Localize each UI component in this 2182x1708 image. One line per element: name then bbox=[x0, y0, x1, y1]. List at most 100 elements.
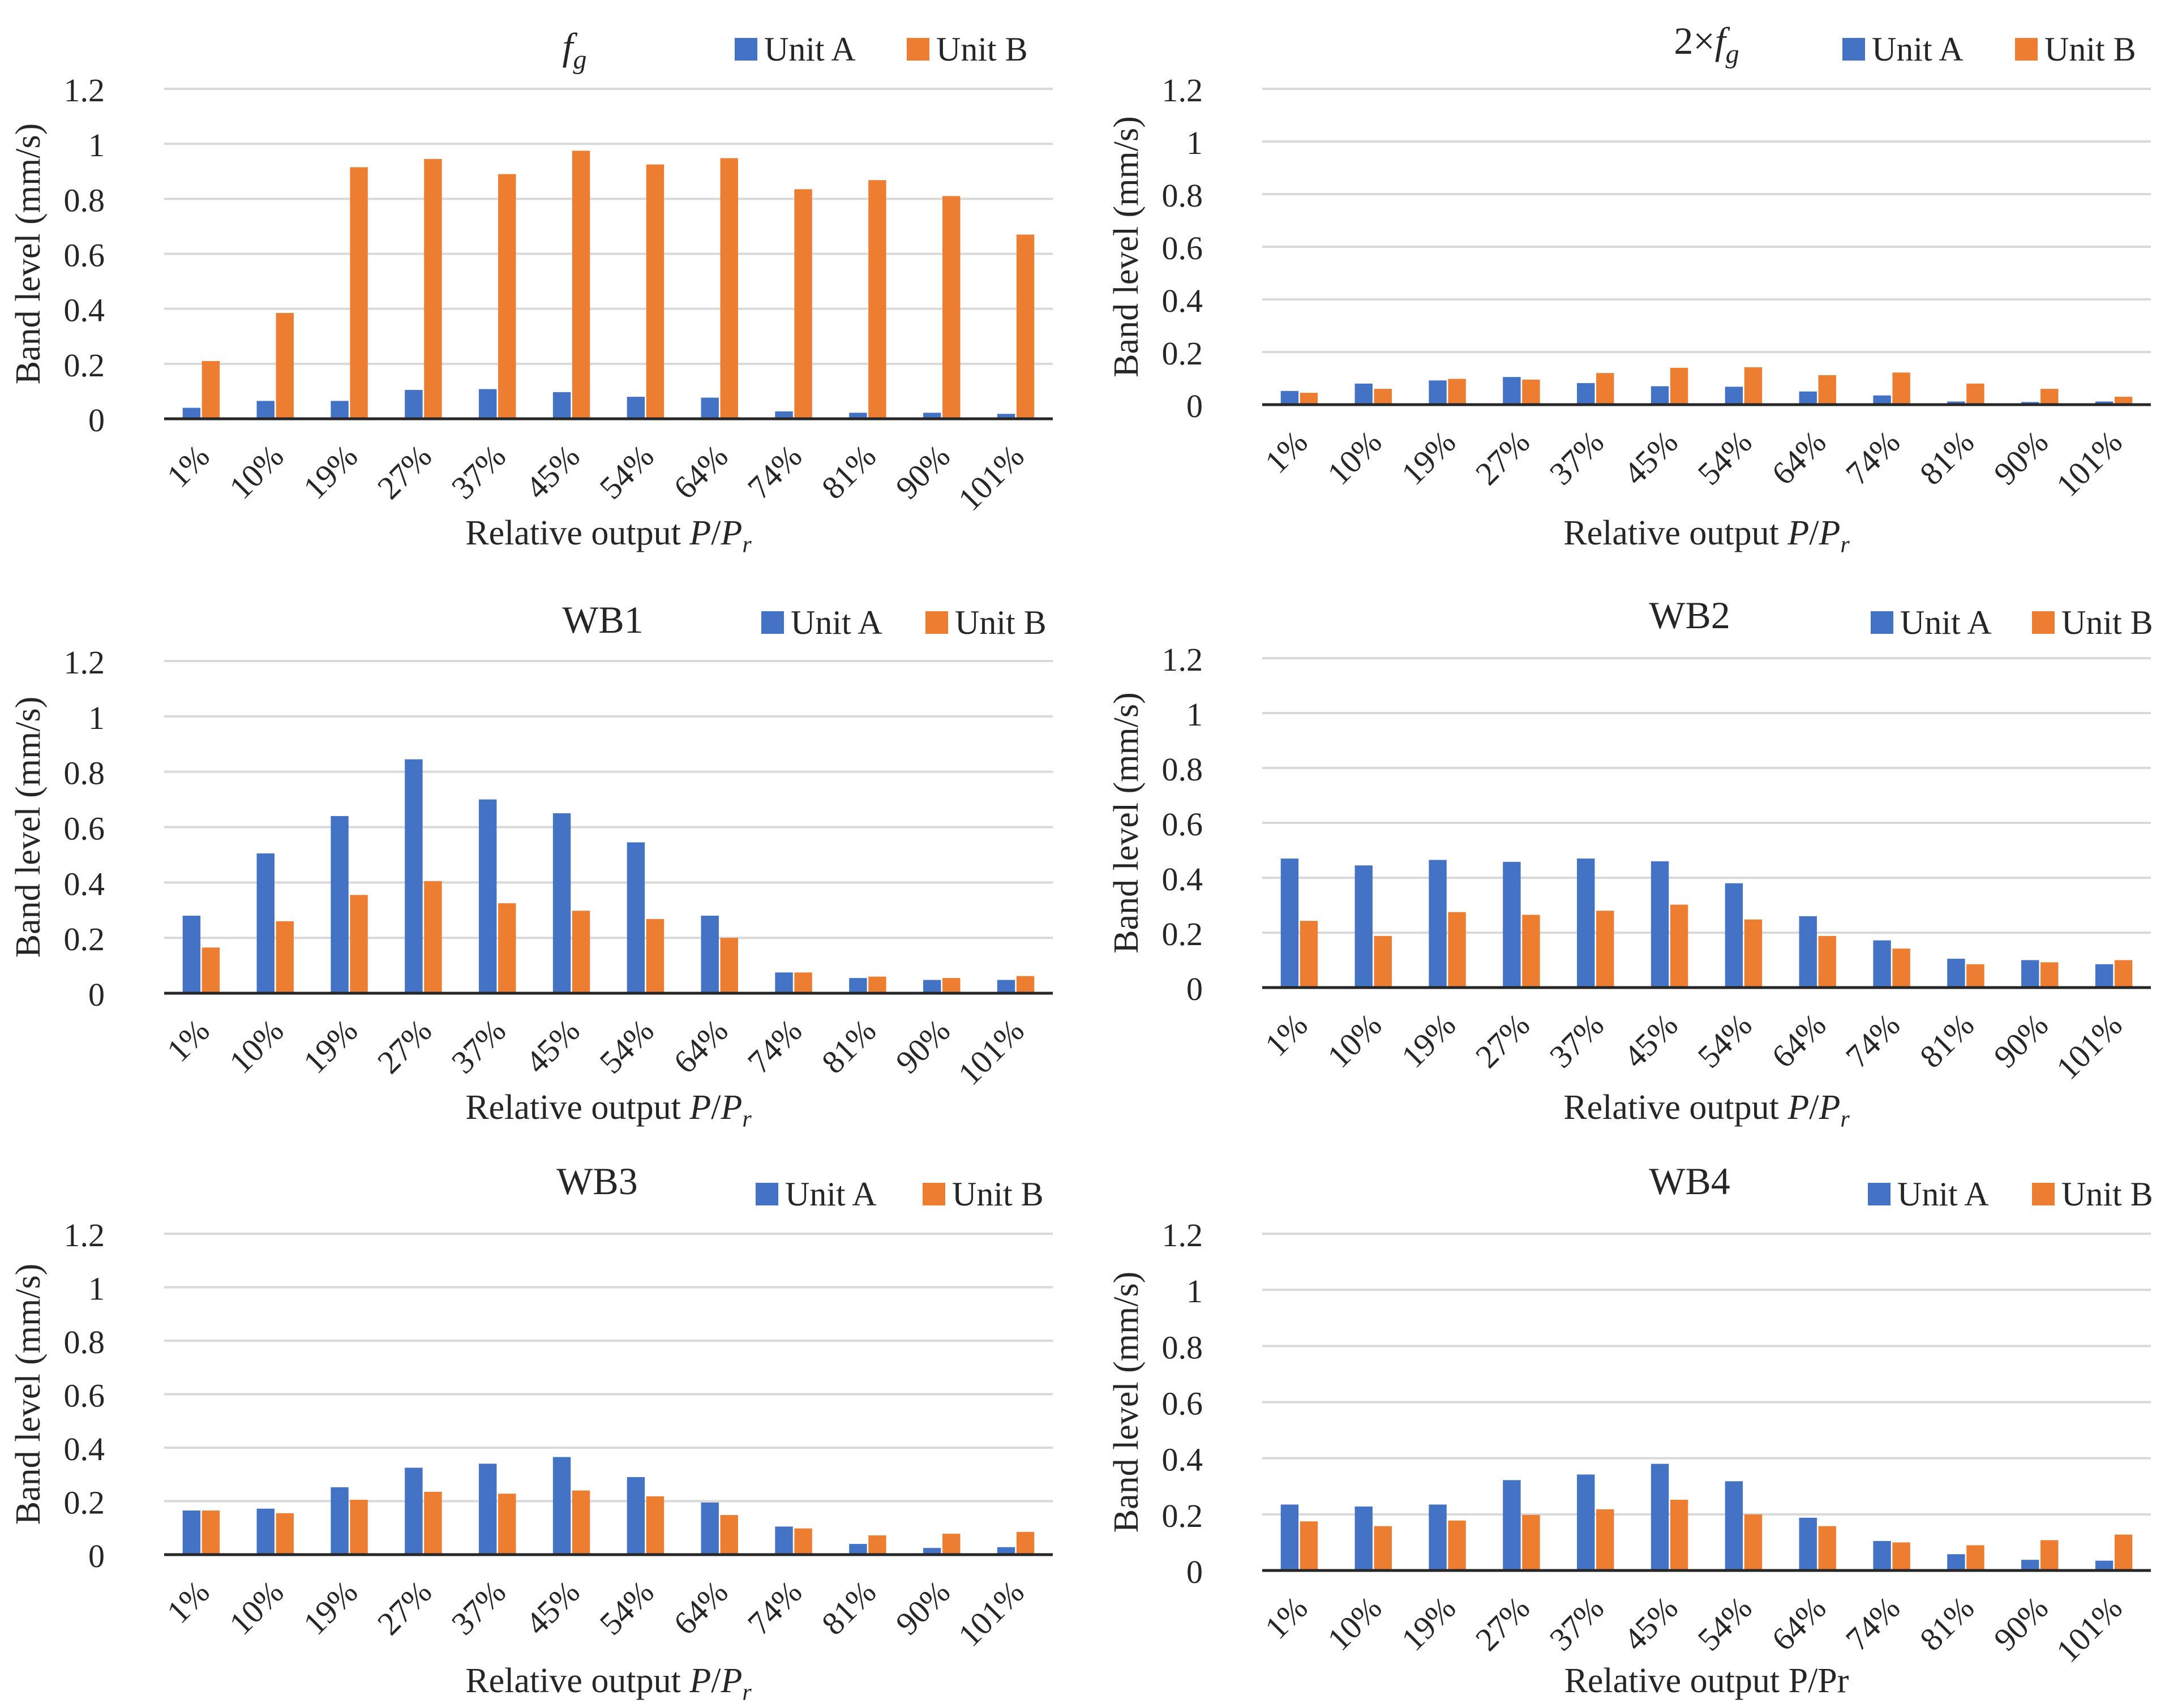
y-tick-label: 0.6 bbox=[64, 237, 105, 274]
legend: Unit A Unit B bbox=[761, 604, 1047, 641]
y-tick-label: 1.2 bbox=[64, 644, 105, 681]
bar-unit-b-81pct bbox=[1966, 383, 1984, 405]
bar-unit-b-27pct bbox=[424, 881, 442, 993]
y-tick-label: 0.2 bbox=[64, 921, 105, 958]
bar-unit-a-101pct bbox=[997, 414, 1015, 419]
y-tick-label: 0.8 bbox=[1162, 1329, 1203, 1366]
y-axis-label: Band level (mm/s) bbox=[9, 123, 48, 384]
legend-swatch-unit-a bbox=[756, 1183, 778, 1205]
x-tick-label: 27% bbox=[1468, 1589, 1537, 1658]
x-tick-label: 10% bbox=[222, 1012, 290, 1080]
x-axis-label: Relative output P/Pr bbox=[1564, 1662, 1849, 1700]
x-tick-label: 64% bbox=[1764, 1589, 1833, 1658]
bar-unit-b-54pct bbox=[646, 164, 665, 419]
y-tick-label: 0.4 bbox=[1162, 1441, 1203, 1478]
y-tick-label: 0.8 bbox=[64, 755, 105, 792]
bar-unit-a-19pct bbox=[331, 1487, 349, 1555]
y-axis-label: Band level (mm/s) bbox=[1107, 116, 1146, 377]
x-axis-label: Relative output P/Pr bbox=[1563, 1088, 1850, 1132]
chart-panel-2: 0 0.2 0.4 0.6 0.8 1 1.2 1% 10% 19% 27% 37% 45% 54% 64%… bbox=[1107, 19, 2151, 558]
bar-unit-a-74pct bbox=[775, 411, 793, 419]
bar-unit-b-74pct bbox=[794, 972, 812, 993]
bar-unit-b-81pct bbox=[868, 1535, 886, 1555]
bar-unit-b-10pct bbox=[1374, 389, 1392, 405]
chart-title: fg bbox=[563, 25, 587, 75]
bar-unit-a-10pct bbox=[256, 401, 275, 419]
legend-label-unit-a: Unit A bbox=[1900, 604, 1992, 641]
legend-swatch-unit-a bbox=[1871, 611, 1893, 634]
y-tick-label: 0.8 bbox=[64, 182, 105, 218]
y-tick-label: 1 bbox=[88, 699, 105, 736]
legend-swatch-unit-a bbox=[1868, 1183, 1891, 1205]
bar-unit-b-81pct bbox=[1966, 964, 1984, 988]
bar-unit-a-64pct bbox=[701, 397, 719, 419]
bar-unit-a-101pct bbox=[997, 1547, 1015, 1555]
chart-title: WB3 bbox=[556, 1160, 638, 1203]
bar-unit-a-101pct bbox=[2095, 964, 2114, 988]
legend-swatch-unit-b bbox=[2032, 1183, 2055, 1205]
y-tick-label: 0.4 bbox=[64, 865, 105, 902]
bar-unit-b-27pct bbox=[424, 158, 442, 419]
bar-unit-a-45pct bbox=[1651, 861, 1669, 988]
y-tick-label: 0 bbox=[1186, 1553, 1203, 1590]
bar-unit-a-81pct bbox=[849, 413, 867, 419]
bar-unit-a-101pct bbox=[997, 980, 1015, 993]
x-tick-label: 81% bbox=[815, 437, 883, 506]
bar-unit-b-74pct bbox=[1892, 1542, 1910, 1570]
bar-unit-b-37pct bbox=[1596, 373, 1614, 405]
x-tick-label: 1% bbox=[1258, 423, 1315, 480]
y-tick-label: 1 bbox=[88, 1271, 105, 1307]
bar-unit-b-10pct bbox=[1374, 1526, 1392, 1570]
x-tick-label: 64% bbox=[666, 437, 735, 506]
bar-unit-a-81pct bbox=[849, 1544, 867, 1555]
bar-unit-a-54pct bbox=[1725, 1481, 1743, 1570]
bar-unit-b-45pct bbox=[1670, 1500, 1688, 1570]
y-tick-label: 0 bbox=[88, 1538, 105, 1574]
bar-unit-a-54pct bbox=[627, 842, 645, 993]
bar-unit-a-74pct bbox=[775, 972, 793, 993]
legend-label-unit-b: Unit B bbox=[936, 31, 1028, 68]
legend-swatch-unit-b bbox=[907, 38, 929, 61]
legend: Unit A Unit B bbox=[1842, 31, 2136, 68]
bar-unit-a-27pct bbox=[1503, 377, 1521, 405]
legend-label-unit-a: Unit A bbox=[764, 31, 856, 68]
legend: Unit A Unit B bbox=[1868, 1175, 2153, 1213]
x-tick-label: 27% bbox=[1468, 1006, 1537, 1075]
x-tick-label: 27% bbox=[370, 437, 439, 506]
y-tick-label: 0 bbox=[88, 402, 105, 439]
x-tick-label: 54% bbox=[592, 437, 661, 506]
x-tick-label: 74% bbox=[1838, 423, 1907, 492]
chart-panel-6: 0 0.2 0.4 0.6 0.8 1 1.2 1% 10% 19% 27% 37% 45% 54% 64%… bbox=[1107, 1160, 2153, 1700]
y-tick-label: 1 bbox=[1186, 125, 1203, 161]
x-tick-label: 37% bbox=[444, 1573, 513, 1642]
bar-unit-a-37pct bbox=[479, 799, 497, 993]
x-tick-label: 54% bbox=[592, 1573, 661, 1642]
bar-unit-b-90pct bbox=[942, 1534, 961, 1555]
bar-unit-b-1pct bbox=[202, 947, 220, 993]
bar-unit-a-1pct bbox=[182, 1510, 201, 1555]
bar-unit-b-45pct bbox=[572, 1490, 590, 1555]
chart-title: 2×fg bbox=[1674, 19, 1739, 69]
x-tick-label: 54% bbox=[1690, 1006, 1759, 1075]
bar-unit-a-45pct bbox=[552, 1457, 571, 1555]
y-tick-label: 1.2 bbox=[64, 72, 105, 109]
bar-unit-a-1pct bbox=[1280, 390, 1299, 405]
legend-swatch-unit-b bbox=[923, 1183, 945, 1205]
bar-unit-b-1pct bbox=[202, 1510, 220, 1555]
x-tick-label: 10% bbox=[1320, 423, 1388, 492]
bar-unit-b-37pct bbox=[498, 903, 516, 993]
bar-unit-b-19pct bbox=[350, 167, 368, 419]
x-tick-label: 74% bbox=[740, 437, 809, 506]
bar-unit-a-45pct bbox=[1651, 1464, 1669, 1570]
bar-unit-b-90pct bbox=[942, 196, 961, 419]
bar-unit-a-90pct bbox=[923, 980, 941, 993]
bar-unit-b-45pct bbox=[572, 911, 590, 993]
bar-unit-a-19pct bbox=[331, 401, 349, 419]
bar-unit-a-54pct bbox=[1725, 387, 1743, 405]
bar-unit-b-45pct bbox=[1670, 367, 1688, 405]
bar-unit-a-10pct bbox=[1354, 1506, 1373, 1570]
x-tick-label: 19% bbox=[1394, 1006, 1463, 1075]
x-tick-label: 37% bbox=[1542, 1006, 1611, 1075]
bar-unit-a-10pct bbox=[1354, 383, 1373, 405]
